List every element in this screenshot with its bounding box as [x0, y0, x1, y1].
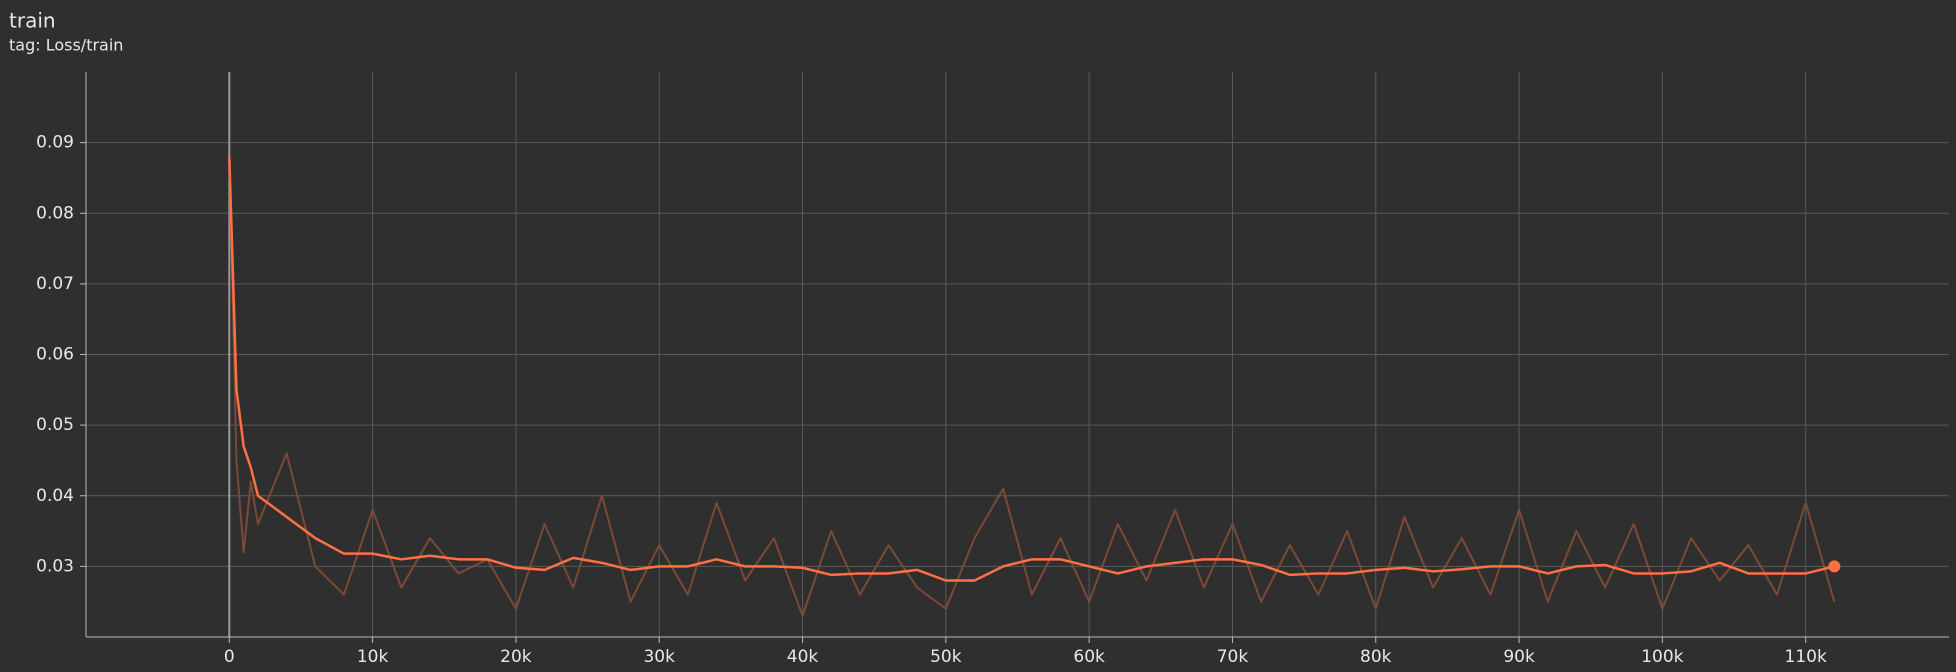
chart-title: train — [9, 9, 56, 33]
y-tick-label: 0.08 — [36, 203, 74, 223]
x-tick-label: 10k — [357, 647, 389, 667]
x-tick-label: 70k — [1217, 647, 1249, 667]
y-tick-label: 0.06 — [36, 345, 74, 365]
chart-subtitle: tag: Loss/train — [9, 36, 123, 55]
y-tick-label: 0.09 — [36, 133, 74, 153]
x-tick-label: 20k — [500, 647, 532, 667]
x-tick-label: 50k — [930, 647, 962, 667]
x-tick-label: 100k — [1641, 647, 1683, 667]
series-line — [228, 156, 1835, 582]
y-tick-label: 0.04 — [36, 486, 74, 506]
x-tick-label: 110k — [1785, 647, 1827, 667]
x-tick-label: 80k — [1360, 647, 1392, 667]
y-tick-label: 0.05 — [36, 415, 74, 435]
x-tick-label: 30k — [643, 647, 675, 667]
x-tick-label: 0 — [224, 647, 235, 667]
x-tick-label: 40k — [787, 647, 819, 667]
x-tick-label: 60k — [1073, 647, 1105, 667]
y-tick-label: 0.07 — [36, 274, 74, 294]
series-line — [228, 156, 1836, 617]
y-tick-label: 0.03 — [36, 556, 74, 576]
last-point — [1828, 560, 1841, 573]
x-tick-label: 90k — [1503, 647, 1535, 667]
